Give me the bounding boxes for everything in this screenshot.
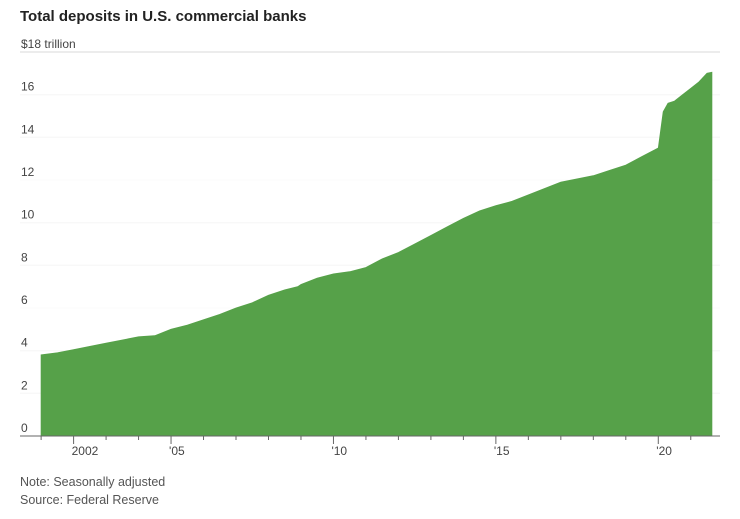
x-tick-label: '20 (656, 444, 672, 458)
plot-area (40, 71, 713, 437)
y-tick-label: 8 (21, 250, 28, 264)
y-tick-label: 4 (21, 336, 28, 350)
y-tick-label: 0 (21, 421, 28, 435)
x-tick-label: '05 (169, 444, 185, 458)
y-tick-label: $18 trillion (21, 37, 76, 51)
x-tick-label: '15 (494, 444, 510, 458)
y-axis: $18 trillion 16 14 12 10 8 6 4 2 0 (21, 37, 76, 435)
x-tick-label: 2002 (72, 444, 99, 458)
source-text: Source: Federal Reserve (20, 493, 159, 507)
y-tick-label: 2 (21, 378, 28, 392)
deposits-area (40, 71, 713, 437)
chart-title: Total deposits in U.S. commercial banks (20, 8, 307, 25)
y-tick-label: 12 (21, 165, 35, 179)
x-axis: 2002 '05 '10 '15 '20 (20, 435, 720, 458)
y-tick-label: 14 (21, 122, 35, 136)
y-tick-label: 10 (21, 208, 35, 222)
note-text: Note: Seasonally adjusted (20, 475, 166, 489)
x-tick-label: '10 (331, 444, 347, 458)
y-tick-label: 16 (21, 80, 35, 94)
y-tick-label: 6 (21, 293, 28, 307)
